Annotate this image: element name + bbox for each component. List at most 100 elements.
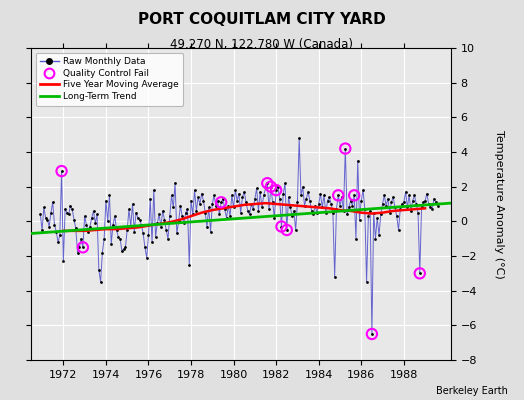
- Point: [410, 192, 419, 198]
- Point: [56, 232, 64, 238]
- Point: [116, 236, 124, 242]
- Point: [196, 201, 204, 207]
- Point: [169, 204, 178, 211]
- Point: [128, 201, 137, 207]
- Point: [285, 194, 293, 200]
- Point: [238, 194, 247, 200]
- Point: [417, 204, 425, 211]
- Point: [41, 215, 50, 221]
- Point: [276, 196, 284, 202]
- Point: [150, 187, 158, 193]
- Point: [157, 223, 165, 230]
- Point: [81, 213, 89, 219]
- Point: [368, 331, 376, 337]
- Point: [297, 192, 305, 198]
- Point: [40, 204, 48, 211]
- Point: [174, 218, 183, 224]
- Point: [58, 168, 66, 174]
- Point: [75, 244, 83, 250]
- Point: [412, 201, 420, 207]
- Point: [167, 192, 176, 198]
- Point: [354, 158, 362, 164]
- Point: [199, 197, 208, 204]
- Point: [265, 206, 273, 212]
- Point: [102, 197, 110, 204]
- Point: [299, 184, 307, 190]
- Point: [249, 206, 257, 212]
- Point: [189, 211, 197, 218]
- Point: [50, 222, 59, 228]
- Point: [139, 230, 147, 237]
- Point: [54, 239, 62, 245]
- Point: [414, 210, 422, 216]
- Point: [112, 227, 121, 233]
- Point: [314, 201, 323, 207]
- Point: [146, 196, 155, 202]
- Point: [309, 211, 318, 218]
- Point: [132, 210, 140, 216]
- Point: [93, 211, 101, 218]
- Point: [331, 274, 339, 280]
- Point: [245, 211, 254, 218]
- Point: [79, 244, 87, 250]
- Point: [172, 230, 181, 237]
- Point: [268, 199, 277, 206]
- Point: [135, 216, 144, 223]
- Point: [345, 204, 353, 211]
- Point: [79, 244, 87, 250]
- Point: [369, 210, 378, 216]
- Point: [380, 192, 388, 198]
- Point: [279, 190, 288, 197]
- Point: [270, 215, 279, 221]
- Point: [105, 192, 114, 198]
- Point: [141, 244, 149, 250]
- Point: [288, 213, 296, 219]
- Point: [96, 279, 105, 285]
- Point: [355, 216, 364, 223]
- Point: [322, 210, 330, 216]
- Point: [198, 190, 206, 197]
- Point: [164, 236, 172, 242]
- Point: [281, 180, 289, 186]
- Point: [274, 184, 282, 190]
- Point: [125, 206, 133, 212]
- Point: [308, 208, 316, 214]
- Point: [401, 189, 410, 195]
- Point: [178, 213, 187, 219]
- Point: [221, 206, 229, 212]
- Point: [84, 228, 92, 235]
- Point: [327, 201, 335, 207]
- Point: [428, 206, 436, 212]
- Point: [233, 197, 242, 204]
- Point: [426, 204, 434, 211]
- Text: PORT COQUITLAM CITY YARD: PORT COQUITLAM CITY YARD: [138, 12, 386, 27]
- Point: [325, 194, 334, 200]
- Point: [118, 248, 126, 254]
- Point: [190, 187, 199, 193]
- Point: [395, 227, 403, 233]
- Point: [282, 227, 291, 233]
- Point: [378, 201, 387, 207]
- Point: [70, 216, 78, 223]
- Y-axis label: Temperature Anomaly (°C): Temperature Anomaly (°C): [494, 130, 504, 278]
- Text: 49.270 N, 122.780 W (Canada): 49.270 N, 122.780 W (Canada): [170, 38, 354, 51]
- Point: [430, 196, 438, 202]
- Point: [305, 197, 314, 204]
- Point: [95, 267, 103, 273]
- Point: [341, 145, 350, 152]
- Point: [368, 331, 376, 337]
- Point: [343, 211, 351, 218]
- Point: [416, 270, 424, 276]
- Point: [121, 244, 129, 250]
- Point: [323, 197, 332, 204]
- Point: [295, 135, 303, 141]
- Point: [213, 197, 222, 204]
- Point: [153, 220, 161, 226]
- Point: [72, 225, 80, 232]
- Point: [158, 208, 167, 214]
- Point: [66, 202, 74, 209]
- Point: [290, 208, 298, 214]
- Point: [272, 187, 280, 193]
- Point: [403, 204, 411, 211]
- Point: [148, 239, 156, 245]
